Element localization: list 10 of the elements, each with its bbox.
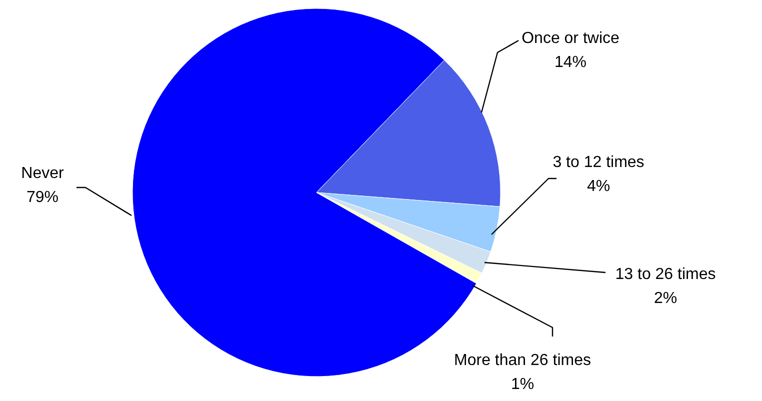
- data-label: 2%: [654, 290, 678, 307]
- data-label: 1%: [510, 376, 534, 393]
- data-label: 79%: [26, 189, 59, 206]
- data-label: 4%: [586, 178, 610, 195]
- data-label: 14%: [554, 54, 587, 71]
- slice-label: Never: [21, 165, 65, 182]
- slice-label: Once or twice: [522, 30, 620, 47]
- slice-label: 3 to 12 times: [552, 154, 644, 171]
- slice-label: 13 to 26 times: [615, 266, 716, 283]
- slice-label: More than 26 times: [454, 352, 591, 369]
